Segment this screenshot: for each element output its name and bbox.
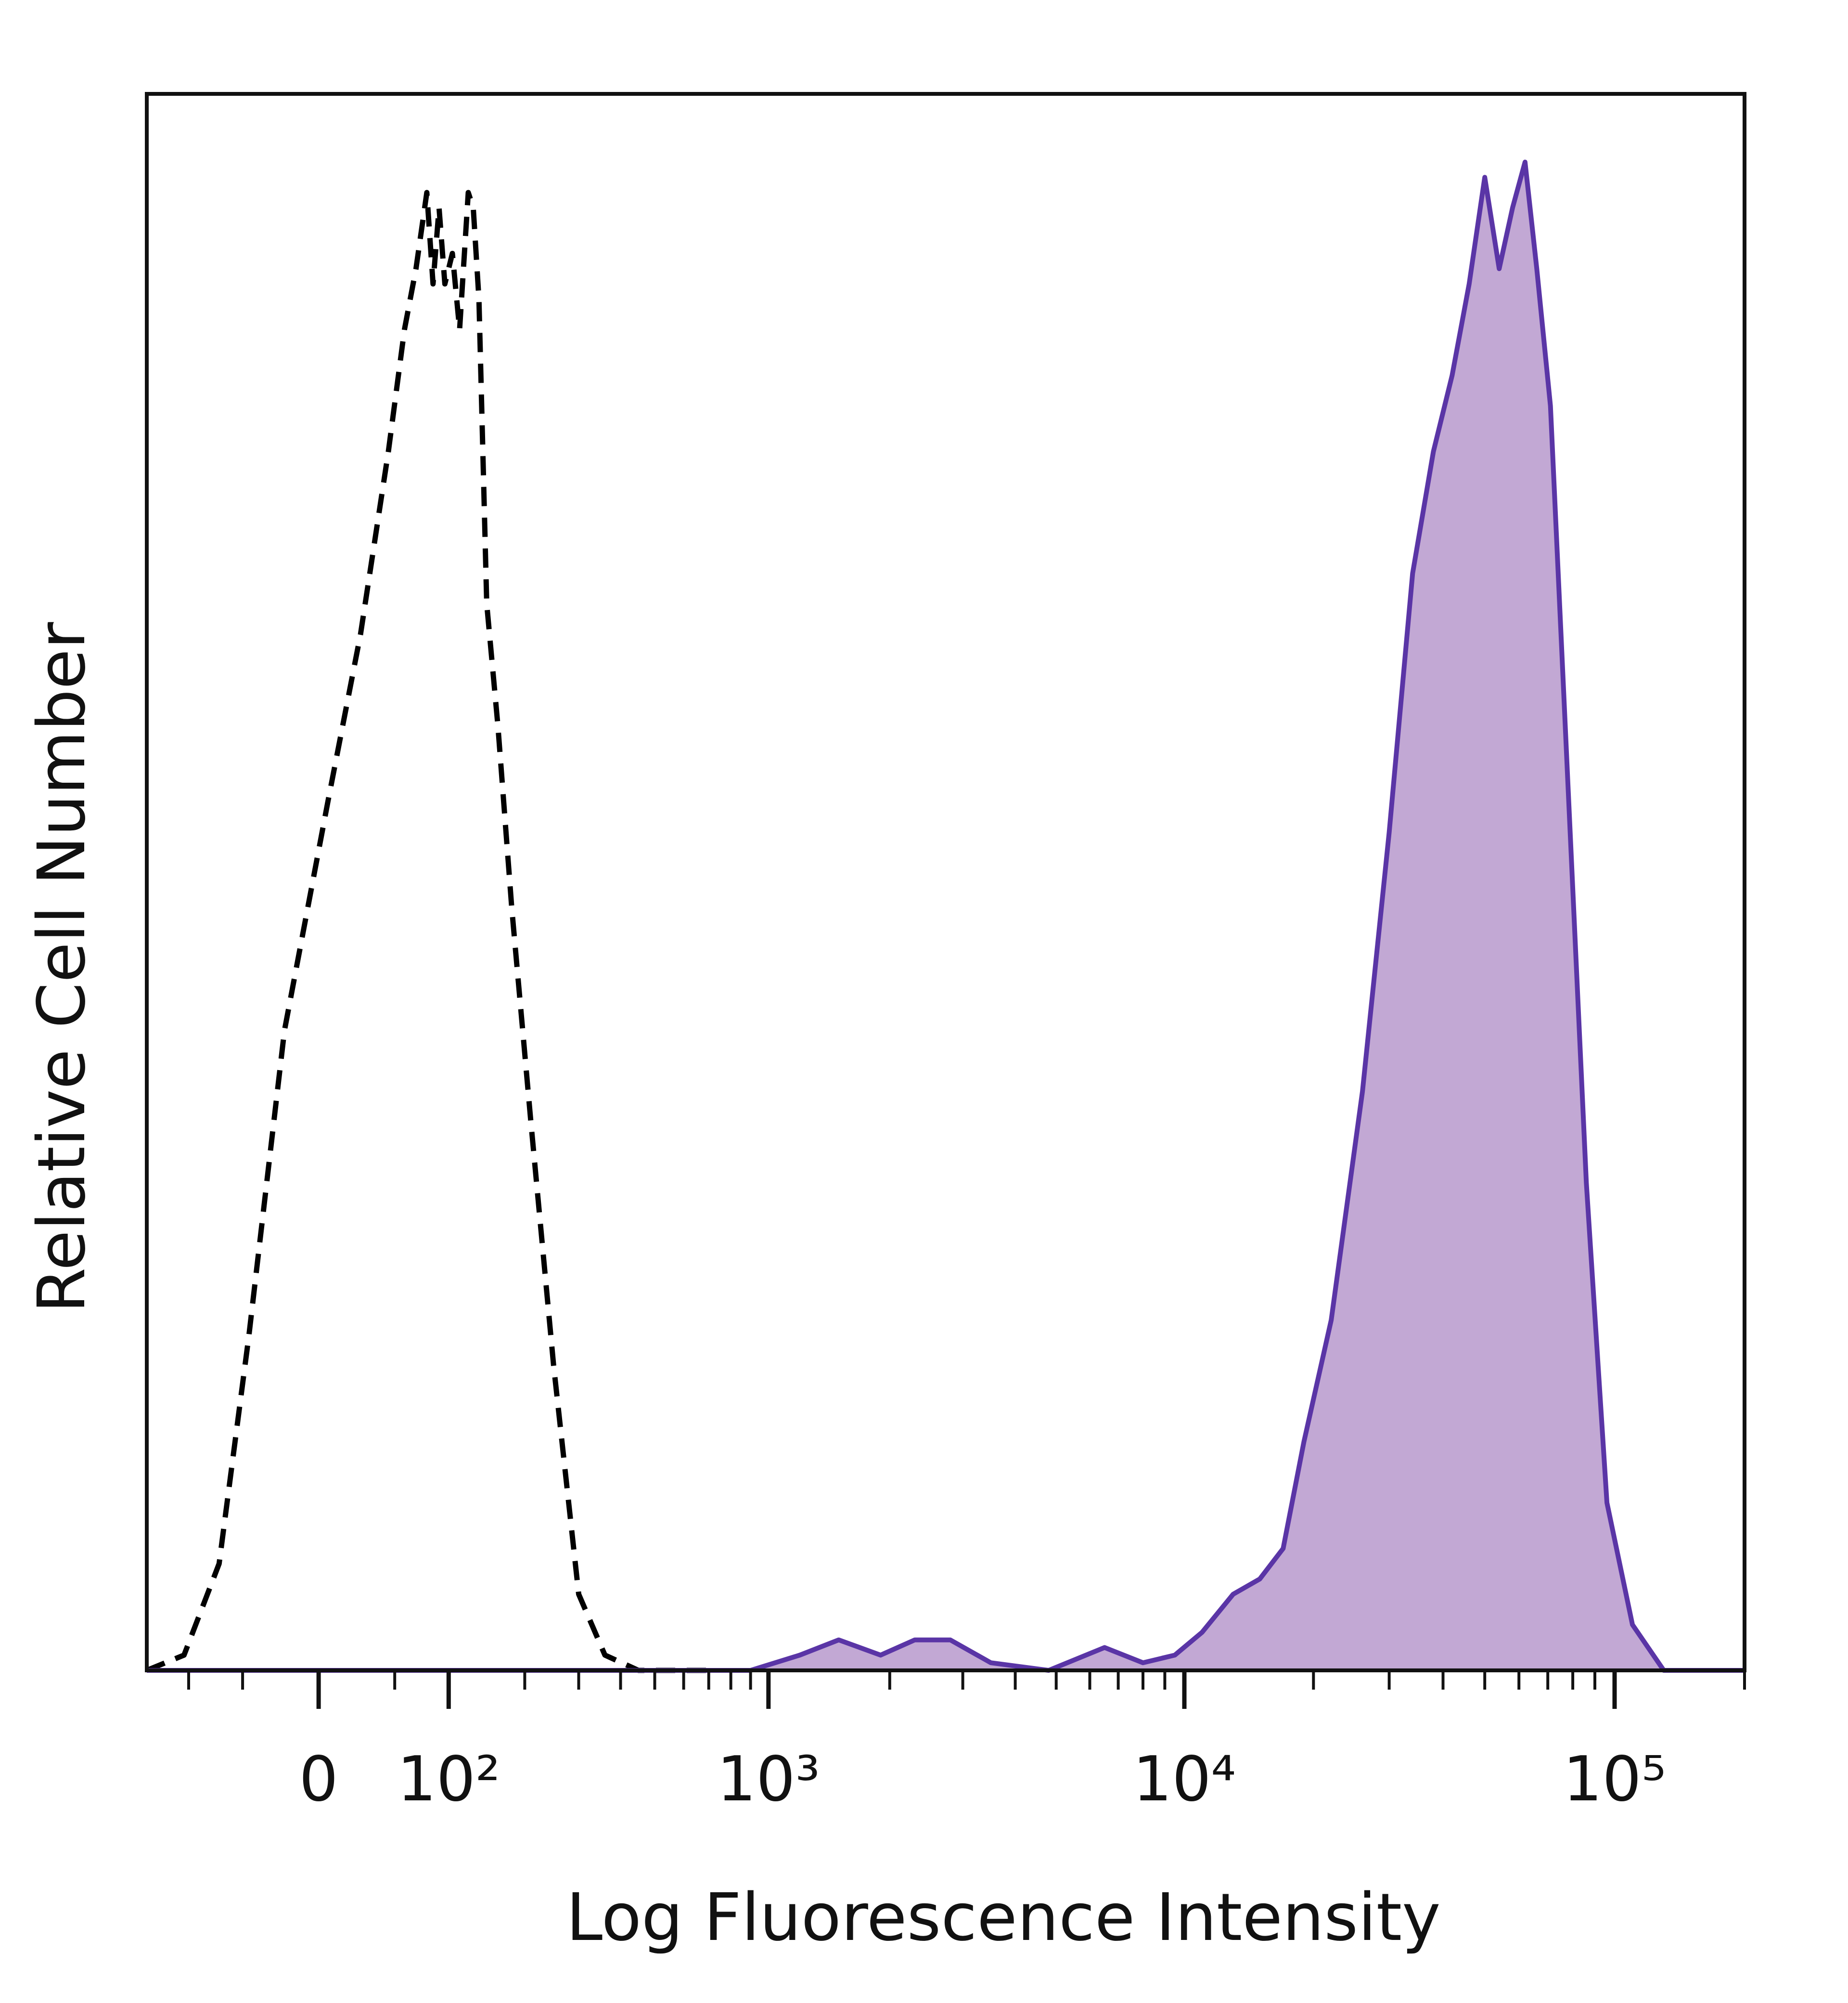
series-layer	[145, 159, 1745, 1673]
x-tick-label: 10²	[397, 1744, 500, 1815]
x-axis: 0 10² 10³ 10⁴ 10⁵	[187, 1670, 1746, 1815]
x-tick-label: 10³	[717, 1744, 820, 1815]
x-tick-label: 10⁵	[1563, 1744, 1666, 1815]
x-tick-label: 10⁴	[1133, 1744, 1236, 1815]
series-1-line	[147, 159, 1745, 1673]
series-1-area	[147, 162, 1745, 1671]
x-axis-label: Log Fluorescence Intensity	[566, 1880, 1440, 1956]
y-axis-label: Relative Cell Number	[24, 622, 100, 1313]
x-tick-label: 0	[299, 1744, 338, 1815]
plot-frame	[145, 92, 1746, 1672]
